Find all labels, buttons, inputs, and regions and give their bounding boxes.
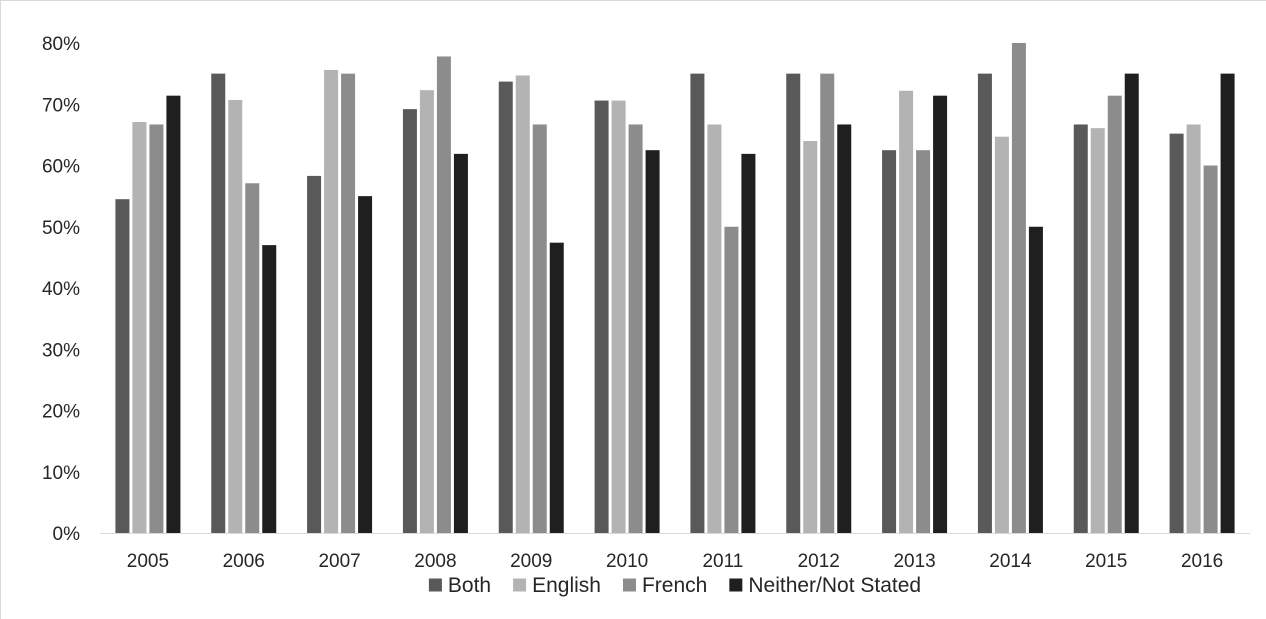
bar-english-2010	[611, 100, 626, 533]
bar-english-2006	[228, 99, 243, 534]
y-tick-label: 50%	[42, 218, 80, 239]
bar-english-2007	[324, 69, 339, 533]
legend-item: English	[513, 574, 601, 597]
bar-both-2011	[690, 73, 705, 533]
x-tick-label: 2014	[989, 551, 1032, 572]
bar-english-2013	[899, 90, 914, 534]
bar-both-2012	[786, 73, 801, 533]
legend: Both English French Neither/Not Stated	[428, 574, 921, 597]
y-tick-label: 30%	[42, 340, 80, 361]
bar-neither-not-stated-2011	[741, 153, 756, 534]
bar-both-2015	[1073, 124, 1088, 534]
bar-neither-not-stated-2006	[262, 245, 277, 533]
bar-both-2013	[882, 150, 897, 533]
x-tick-label: 2007	[318, 551, 360, 572]
bar-both-2009	[498, 81, 513, 534]
bar-french-2005	[149, 124, 164, 534]
bar-french-2007	[341, 73, 356, 533]
bar-french-2011	[724, 226, 739, 533]
x-tick-label: 2008	[414, 551, 456, 572]
bar-neither-not-stated-2009	[549, 242, 564, 534]
x-tick-label: 2016	[1181, 551, 1223, 572]
bar-french-2012	[820, 73, 835, 533]
bar-french-2010	[628, 124, 643, 534]
bar-french-2016	[1203, 165, 1218, 533]
x-tick-label: 2005	[127, 551, 169, 572]
legend-label: Neither/Not Stated	[748, 574, 921, 597]
bar-both-2006	[211, 73, 226, 533]
legend-label: Both	[448, 574, 491, 597]
x-axis-ticks: 2005 2006 2007 2008 2009 2010 2011 2012 2013 2014…	[127, 551, 1223, 572]
y-tick-label: 0%	[53, 524, 81, 545]
x-tick-label: 2010	[606, 551, 648, 572]
bar-english-2008	[419, 90, 434, 533]
bar-neither-not-stated-2014	[1028, 226, 1043, 533]
x-tick-label: 2015	[1085, 551, 1127, 572]
bar-french-2008	[436, 56, 451, 533]
bar-neither-not-stated-2005	[166, 95, 181, 534]
bars	[115, 43, 1235, 534]
bar-french-2015	[1107, 95, 1122, 534]
bar-neither-not-stated-2013	[933, 95, 948, 534]
legend-item: Neither/Not Stated	[729, 574, 921, 597]
bar-french-2006	[245, 183, 260, 533]
y-tick-label: 20%	[42, 402, 80, 423]
y-tick-label: 70%	[42, 95, 80, 116]
x-tick-label: 2011	[702, 551, 743, 572]
bar-neither-not-stated-2008	[453, 153, 468, 534]
y-tick-label: 40%	[42, 279, 80, 300]
bar-neither-not-stated-2012	[837, 124, 852, 534]
bar-french-2009	[532, 124, 547, 534]
x-tick-label: 2009	[510, 551, 552, 572]
x-tick-label: 2012	[798, 551, 840, 572]
legend-swatch	[729, 578, 743, 592]
x-tick-label: 2006	[223, 551, 265, 572]
legend-label: French	[642, 574, 707, 597]
bar-english-2011	[707, 124, 722, 534]
y-tick-label: 60%	[42, 157, 80, 178]
bar-english-2016	[1186, 124, 1201, 534]
legend-swatch	[513, 578, 527, 592]
bar-english-2005	[132, 122, 147, 533]
bar-both-2014	[977, 73, 992, 533]
legend-swatch	[428, 578, 442, 592]
bar-both-2016	[1169, 133, 1184, 533]
bar-english-2009	[515, 75, 530, 534]
bar-both-2007	[307, 175, 322, 533]
bar-french-2014	[1011, 43, 1026, 533]
bar-both-2008	[402, 109, 417, 534]
y-tick-label: 80%	[42, 34, 80, 55]
legend-label: English	[532, 574, 601, 597]
bar-both-2005	[115, 199, 130, 533]
y-tick-label: 10%	[42, 463, 80, 484]
x-tick-label: 2013	[893, 551, 935, 572]
legend-item: French	[622, 574, 707, 597]
bar-neither-not-stated-2015	[1124, 73, 1139, 533]
legend-swatch	[622, 578, 636, 592]
y-axis-ticks: 0% 10% 20% 30% 40% 50% 60% 70% 80%	[42, 34, 80, 545]
bar-english-2014	[994, 136, 1009, 533]
bar-english-2015	[1090, 128, 1105, 533]
bar-neither-not-stated-2016	[1220, 73, 1235, 533]
bar-both-2010	[594, 100, 609, 533]
legend-item: Both	[428, 574, 491, 597]
bar-neither-not-stated-2010	[645, 150, 660, 533]
bar-neither-not-stated-2007	[358, 196, 373, 533]
bar-french-2013	[916, 150, 931, 533]
bar-english-2012	[803, 141, 818, 533]
